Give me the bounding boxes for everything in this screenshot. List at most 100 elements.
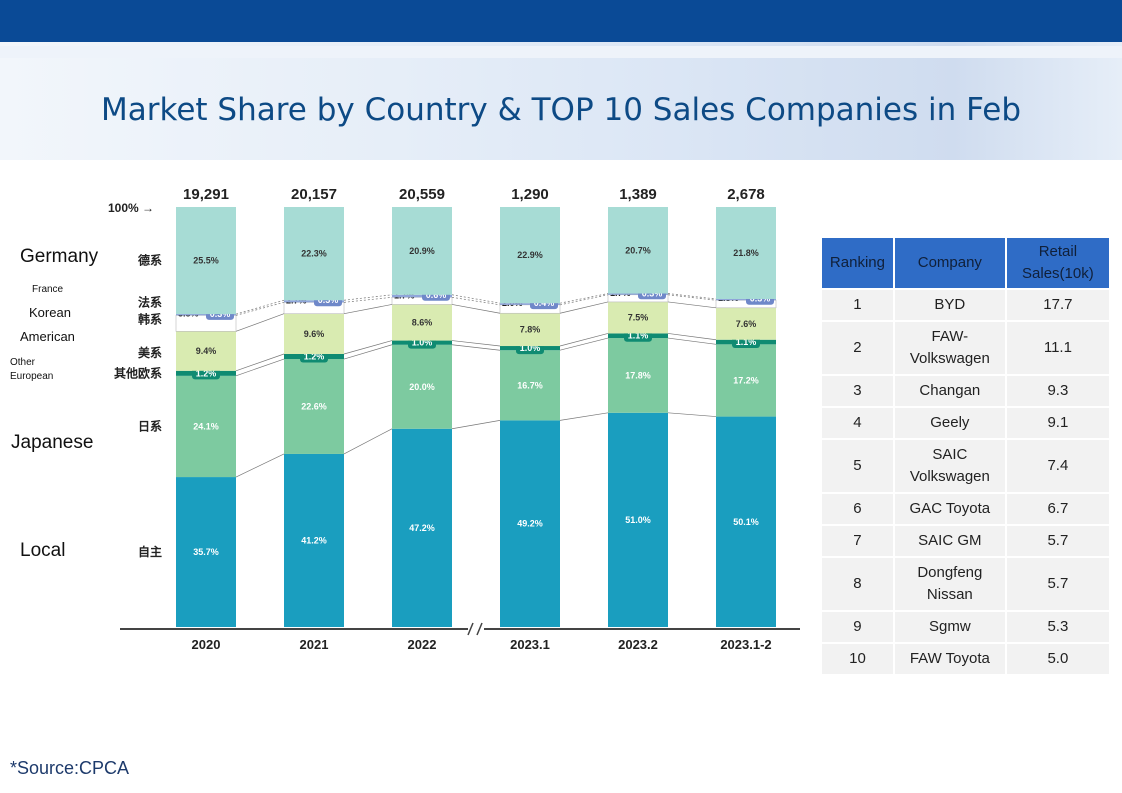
- rank-cell: 7: [822, 524, 895, 556]
- connector-line: [559, 333, 609, 347]
- category-label: 2023.1: [510, 637, 550, 652]
- top-banner: [0, 0, 1122, 42]
- axis-break-mark: [476, 622, 483, 636]
- company-cell: Geely: [894, 406, 1007, 438]
- table-row: 8 Dongfeng Nissan 5.7: [822, 556, 1111, 610]
- connector-line: [667, 301, 717, 309]
- rank-cell: 1: [822, 288, 895, 320]
- bar-segment: [284, 359, 344, 454]
- sales-cell: 7.4: [1006, 438, 1111, 492]
- data-label: 49.2%: [517, 519, 543, 529]
- label-france: France: [32, 284, 64, 295]
- category-label: 2023.2: [618, 637, 658, 652]
- sales-cell: 6.7: [1006, 492, 1111, 524]
- data-label: 41.2%: [301, 535, 327, 545]
- company-cell: Dongfeng Nissan: [894, 556, 1007, 610]
- bar-segment: [608, 207, 668, 294]
- series-name-label: 德系: [138, 253, 162, 268]
- connector-line: [451, 304, 501, 314]
- data-label: 1.0%: [412, 338, 433, 348]
- bar-total-label: 20,559: [399, 186, 445, 203]
- title-band: [0, 42, 1122, 160]
- connector-line: [235, 299, 285, 315]
- connector-line: [667, 294, 717, 301]
- series-name-label: 自主: [138, 544, 162, 559]
- bar-segment: [284, 207, 344, 301]
- sales-cell: 5.3: [1006, 610, 1111, 642]
- sales-cell: 5.7: [1006, 524, 1111, 556]
- bar-segment: [716, 307, 776, 340]
- category-label: 2020: [192, 637, 221, 652]
- data-label: 7.8%: [520, 325, 541, 335]
- bar-segment: [716, 207, 776, 299]
- series-name-label: 日系: [138, 418, 162, 433]
- bar-segment: [284, 313, 344, 354]
- connector-line: [559, 301, 609, 314]
- data-label: 21.8%: [733, 248, 759, 258]
- connector-line: [559, 412, 609, 421]
- connector-line: [235, 453, 285, 478]
- connector-line: [235, 302, 285, 316]
- sales-cell: 11.1: [1006, 320, 1111, 374]
- bar-segment: [716, 416, 776, 627]
- rank-cell: 3: [822, 374, 895, 406]
- table-row: 10 FAW Toyota 5.0: [822, 642, 1111, 674]
- connector-line: [235, 313, 285, 332]
- connector-line: [559, 337, 609, 351]
- data-label: 22.9%: [517, 250, 543, 260]
- category-label: 2023.1-2: [720, 637, 771, 652]
- bar-segment: [392, 428, 452, 627]
- bar-total-label: 1,290: [511, 186, 549, 203]
- bar-segment: [176, 331, 236, 371]
- company-cell: SAIC Volkswagen: [894, 438, 1007, 492]
- data-label: 8.6%: [412, 318, 433, 328]
- connector-line: [451, 340, 501, 347]
- stacked-bar-chart: 100% →35.7%24.1%1.2%9.4%3.8%0.3%25.5%19,…: [108, 186, 800, 652]
- rank-cell: 9: [822, 610, 895, 642]
- company-cell: Sgmw: [894, 610, 1007, 642]
- connector-line: [667, 293, 717, 300]
- data-label: 35.7%: [193, 547, 219, 557]
- data-label: 7.5%: [628, 313, 649, 323]
- data-label: 17.2%: [733, 375, 759, 385]
- label-american: American: [20, 329, 75, 344]
- table-row: 7 SAIC GM 5.7: [822, 524, 1111, 556]
- bar-segment: [500, 420, 560, 627]
- table-row: 2 FAW-Volkswagen 11.1: [822, 320, 1111, 374]
- bar-segment: [608, 412, 668, 627]
- top10-sales-table: Ranking Company Retail Sales(10k) 1 BYD …: [822, 238, 1111, 674]
- data-label: 51.0%: [625, 515, 651, 525]
- bar-segment: [500, 350, 560, 421]
- bar-total-label: 19,291: [183, 186, 229, 203]
- data-label: 20.9%: [409, 246, 435, 256]
- data-label: 17.8%: [625, 370, 651, 380]
- data-label: 50.1%: [733, 517, 759, 527]
- rank-cell: 6: [822, 492, 895, 524]
- connector-line: [343, 304, 393, 315]
- bar-segment: [500, 207, 560, 304]
- company-cell: Changan: [894, 374, 1007, 406]
- company-cell: BYD: [894, 288, 1007, 320]
- data-label: 1.0%: [520, 343, 541, 353]
- label-local: Local: [20, 540, 66, 561]
- series-name-label: 其他欧系: [114, 365, 162, 380]
- header-ranking: Ranking: [822, 238, 895, 288]
- data-label: 22.6%: [301, 402, 327, 412]
- bar-total-label: 1,389: [619, 186, 657, 203]
- rank-cell: 5: [822, 438, 895, 492]
- data-label: 1.1%: [736, 337, 757, 347]
- header-retail-sales: Retail Sales(10k): [1006, 238, 1111, 288]
- table-row: 9 Sgmw 5.3: [822, 610, 1111, 642]
- connector-line: [343, 344, 393, 360]
- data-label: 7.6%: [736, 319, 757, 329]
- table-row: 1 BYD 17.7: [822, 288, 1111, 320]
- bar-segment: [392, 207, 452, 295]
- company-cell: FAW Toyota: [894, 642, 1007, 674]
- data-label: 22.3%: [301, 249, 327, 259]
- data-label: 1.1%: [628, 331, 649, 341]
- company-cell: GAC Toyota: [894, 492, 1007, 524]
- data-label: 1.2%: [304, 352, 325, 362]
- label-japanese: Japanese: [11, 432, 94, 453]
- label-korean: Korean: [29, 305, 71, 320]
- top10-table-container: Ranking Company Retail Sales(10k) 1 BYD …: [822, 238, 1111, 674]
